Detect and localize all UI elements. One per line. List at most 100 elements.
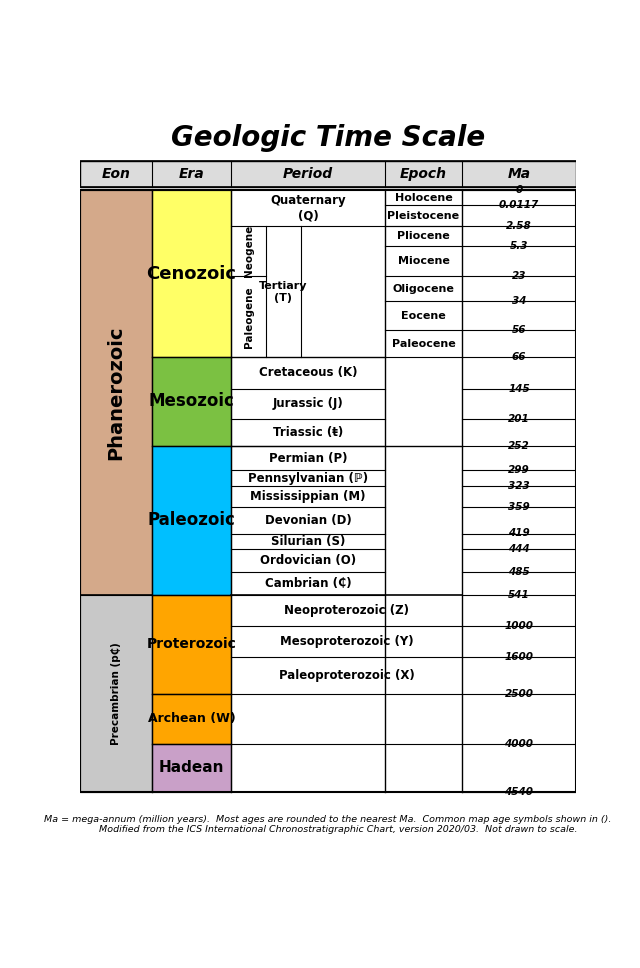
Bar (231, 572, 385, 595)
Bar (231, 357, 385, 389)
Text: Miocene: Miocene (397, 256, 449, 266)
Text: Era: Era (179, 166, 204, 181)
Bar (385, 246, 462, 276)
Text: Archean (W): Archean (W) (148, 712, 236, 725)
Bar (385, 227, 462, 246)
Bar (152, 357, 231, 445)
Bar (231, 190, 385, 227)
Text: Ma = mega-annum (million years).  Most ages are rounded to the nearest Ma.  Comm: Ma = mega-annum (million years). Most ag… (44, 815, 612, 834)
Text: 252: 252 (508, 440, 530, 451)
Bar (385, 190, 462, 205)
Bar (231, 533, 385, 549)
Text: Neogene: Neogene (244, 226, 253, 278)
Bar (231, 595, 462, 626)
Bar (231, 445, 385, 470)
Text: Epoch: Epoch (400, 166, 447, 181)
Text: Phanerozoic: Phanerozoic (106, 325, 125, 460)
Text: 34: 34 (512, 296, 526, 306)
Text: Pliocene: Pliocene (397, 231, 450, 241)
Text: Eon: Eon (102, 166, 131, 181)
Bar (152, 445, 231, 595)
Text: 1000: 1000 (504, 620, 534, 631)
Text: Paleozoic: Paleozoic (148, 511, 236, 529)
Text: Permian (P): Permian (P) (269, 451, 348, 465)
Bar (80, 595, 152, 792)
Bar (80, 190, 576, 792)
Text: Tertiary
(T): Tertiary (T) (259, 281, 308, 303)
Bar (152, 694, 231, 743)
Bar (385, 276, 462, 301)
Bar (231, 389, 385, 419)
Text: Eocene: Eocene (401, 311, 446, 320)
Text: Devonian (D): Devonian (D) (265, 514, 351, 527)
Text: Precambrian (p₵): Precambrian (p₵) (111, 643, 121, 745)
Text: 145: 145 (508, 383, 530, 394)
Bar (231, 743, 462, 792)
Text: Period: Period (283, 166, 333, 181)
Bar (231, 419, 385, 445)
Text: 66: 66 (512, 352, 526, 362)
Bar (231, 656, 462, 694)
Text: Cenozoic: Cenozoic (147, 264, 237, 283)
Text: 323: 323 (508, 481, 530, 491)
Bar (231, 227, 266, 276)
Text: Mesoproterozoic (Y): Mesoproterozoic (Y) (280, 635, 413, 648)
Text: Mesozoic: Mesozoic (148, 392, 234, 410)
Text: Ma: Ma (508, 166, 531, 181)
Text: 23: 23 (512, 271, 526, 282)
Text: 541: 541 (508, 590, 530, 600)
Text: Cambrian (₵): Cambrian (₵) (265, 577, 351, 590)
Bar (231, 486, 385, 507)
Text: Triassic (ŧ): Triassic (ŧ) (273, 426, 343, 439)
Text: 56: 56 (512, 325, 526, 335)
Text: Geologic Time Scale: Geologic Time Scale (171, 124, 485, 152)
Text: Silurian (S): Silurian (S) (271, 534, 346, 548)
Text: 201: 201 (508, 413, 530, 424)
Text: 0: 0 (515, 185, 523, 196)
Text: Jurassic (J): Jurassic (J) (273, 397, 344, 410)
Bar (462, 190, 576, 792)
Text: Paleocene: Paleocene (392, 339, 455, 348)
Bar (231, 276, 266, 357)
Bar (231, 190, 576, 792)
Text: Cretaceous (K): Cretaceous (K) (259, 367, 357, 379)
Bar (266, 227, 301, 357)
Bar (385, 445, 462, 595)
Text: 359: 359 (508, 502, 530, 512)
Text: 2.58: 2.58 (506, 222, 532, 231)
Text: 419: 419 (508, 529, 530, 538)
Bar (231, 626, 462, 656)
Bar (231, 549, 385, 572)
Text: 4000: 4000 (504, 739, 534, 748)
Bar (385, 357, 462, 445)
Bar (80, 161, 576, 187)
Bar (385, 301, 462, 330)
Text: Hadean: Hadean (159, 761, 225, 775)
Text: Paleogene: Paleogene (244, 286, 253, 348)
Bar (152, 595, 231, 694)
Bar (231, 694, 462, 743)
Text: 4540: 4540 (504, 787, 534, 798)
Bar (231, 507, 385, 533)
Text: Ordovician (O): Ordovician (O) (260, 554, 356, 567)
Bar (152, 743, 231, 792)
Text: Pennsylvanian (ℙ): Pennsylvanian (ℙ) (248, 471, 368, 485)
Text: Quaternary
(Q): Quaternary (Q) (270, 195, 346, 223)
Text: Mississippian (M): Mississippian (M) (250, 490, 366, 503)
Text: Proterozoic: Proterozoic (147, 637, 237, 651)
Text: 0.0117: 0.0117 (499, 200, 539, 210)
Text: 299: 299 (508, 466, 530, 475)
Text: Paleoproterozoic (X): Paleoproterozoic (X) (279, 669, 415, 681)
Text: Neoproterozoic (Z): Neoproterozoic (Z) (284, 604, 409, 617)
Text: 1600: 1600 (504, 651, 534, 662)
Text: 2500: 2500 (504, 688, 534, 699)
Text: 444: 444 (508, 544, 530, 554)
Bar (385, 205, 462, 227)
Text: 5.3: 5.3 (509, 240, 528, 251)
Text: Oligocene: Oligocene (392, 284, 454, 293)
Text: Holocene: Holocene (395, 193, 452, 202)
Text: Pleistocene: Pleistocene (387, 211, 460, 221)
Bar (80, 190, 152, 595)
Bar (152, 190, 231, 357)
Bar (385, 330, 462, 357)
